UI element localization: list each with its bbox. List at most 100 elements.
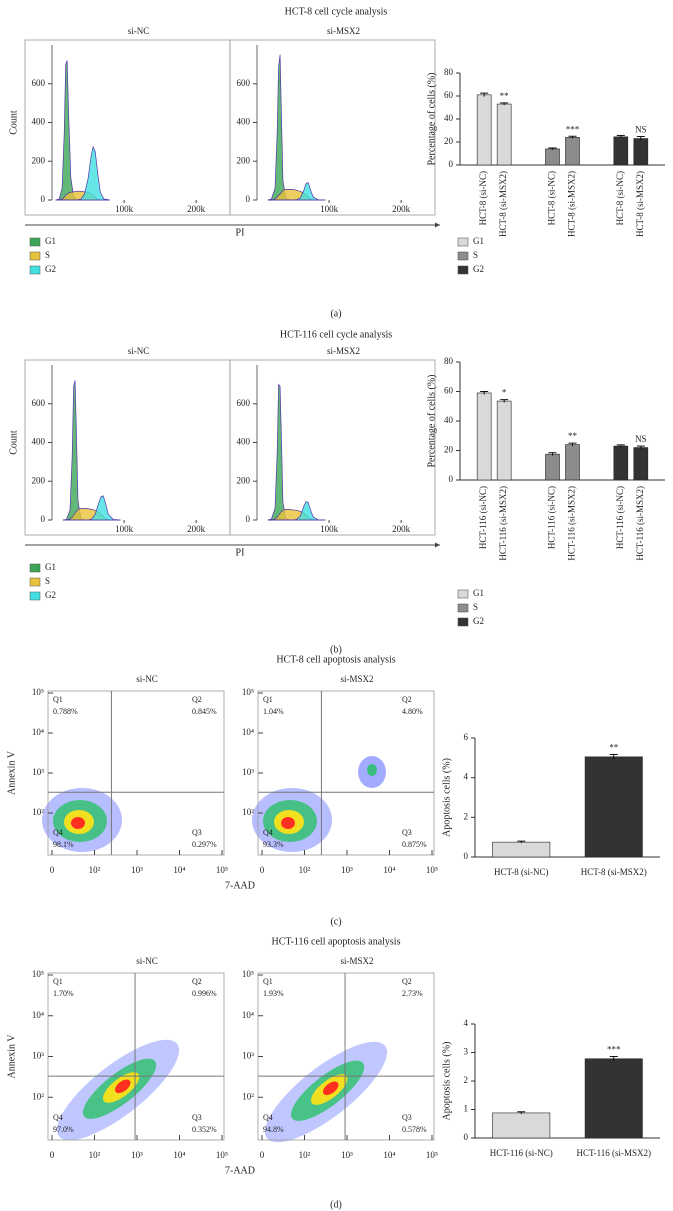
plot-title: si-NC	[128, 26, 150, 36]
y-tick-label: 10³	[32, 1051, 44, 1061]
x-tick-label: 10⁴	[173, 1150, 185, 1160]
quadrant-name: Q3	[192, 1113, 202, 1122]
quadrant-name: Q1	[263, 695, 273, 704]
y-axis-label: Apoptosis cells (%)	[441, 758, 452, 837]
plot-frame	[229, 359, 436, 536]
area-series	[267, 383, 326, 521]
legend-label: G1	[45, 562, 56, 572]
error-bar	[609, 753, 618, 760]
plot-title: si-MSX2	[327, 346, 360, 356]
y-axis-label: Count	[8, 110, 19, 135]
error-bar	[568, 442, 577, 447]
legend-swatch	[29, 577, 41, 587]
quadrant-value: 97.0%	[53, 1125, 74, 1134]
legend-label: G1	[45, 236, 56, 246]
bar	[492, 841, 551, 858]
quadrant-name: Q3	[402, 828, 412, 837]
y-tick-label: 60	[444, 90, 454, 100]
error-bar	[616, 444, 625, 448]
y-tick-label: 600	[237, 398, 251, 408]
x-tick-label: HCT-8 (si-MSX2)	[635, 171, 645, 237]
error-bar	[609, 1055, 618, 1062]
y-tick-label: 3	[464, 1047, 469, 1057]
legend-swatch	[29, 591, 41, 601]
y-tick-label: 10⁵	[242, 687, 254, 697]
bar	[613, 445, 629, 481]
y-axis-label: Count	[8, 430, 19, 455]
y-tick-label: 200	[237, 155, 251, 165]
panel-label: (c)	[330, 916, 341, 927]
legend-label: G2	[473, 264, 484, 274]
panel-title: HCT-116 cell cycle analysis	[280, 329, 392, 340]
plot-frame	[229, 39, 436, 216]
legend-swatch	[457, 617, 469, 627]
area-series	[55, 145, 110, 201]
error-bar	[500, 102, 509, 106]
y-tick-label: 10²	[32, 1091, 44, 1101]
x-axis-label: 7-AAD	[225, 880, 255, 891]
panel-label: (a)	[330, 308, 341, 319]
y-tick-label: 10⁴	[242, 1010, 254, 1020]
legend-swatch	[29, 563, 41, 573]
x-tick-label: HCT-8 (si-MSX2)	[498, 171, 508, 237]
panel-label: (d)	[330, 1199, 342, 1210]
x-tick-label: 10⁵	[216, 1150, 228, 1160]
y-tick-label: 40	[444, 113, 454, 123]
quadrant-value: 0.578%	[402, 1125, 427, 1134]
x-tick-label: 0	[50, 1150, 55, 1160]
y-tick-label: 0	[449, 159, 454, 169]
significance-label: NS	[635, 434, 647, 444]
x-tick-label: HCT-8 (si-NC)	[478, 171, 488, 225]
x-tick-label: 200k	[392, 524, 411, 534]
bar	[545, 148, 560, 166]
y-tick-label: 2	[464, 811, 469, 821]
quadrant-name: Q2	[402, 977, 412, 986]
legend-label: G2	[45, 264, 56, 274]
quadrant-value: 94.8%	[263, 1125, 284, 1134]
x-tick-label: 200k	[187, 204, 206, 214]
y-tick-label: 10²	[32, 807, 44, 817]
y-tick-label: 40	[444, 415, 454, 425]
y-tick-label: 80	[444, 67, 454, 77]
quadrant-name: Q1	[53, 977, 63, 986]
significance-label: **	[609, 743, 619, 753]
error-bar	[480, 391, 489, 395]
area-series	[55, 60, 110, 201]
bar	[496, 103, 512, 166]
density-cloud	[56, 1039, 180, 1141]
plot-title: si-NC	[128, 346, 150, 356]
bar	[545, 453, 560, 481]
legend-swatch	[457, 265, 469, 275]
bar	[476, 392, 492, 481]
quadrant-value: 2.73%	[402, 989, 423, 998]
legend-swatch	[457, 603, 469, 613]
y-tick-label: 600	[32, 78, 46, 88]
y-tick-label: 60	[444, 386, 454, 396]
y-tick-label: 4	[464, 772, 469, 782]
x-tick-label: 10³	[341, 1150, 353, 1160]
legend-label: S	[473, 250, 478, 260]
quadrant-value: 1.04%	[263, 707, 284, 716]
legend-swatch	[29, 237, 41, 247]
x-axis-label: 7-AAD	[225, 1165, 255, 1176]
quadrant-name: Q3	[402, 1113, 412, 1122]
y-tick-label: 0	[41, 194, 46, 204]
bar	[565, 444, 580, 481]
arrow-head	[435, 222, 440, 228]
x-tick-label: HCT-8 (si-NC)	[494, 867, 548, 877]
area-series	[62, 495, 121, 521]
quadrant-name: Q1	[53, 695, 63, 704]
error-bar	[480, 92, 489, 97]
y-tick-label: 2	[464, 1075, 469, 1085]
x-tick-label: 200k	[392, 204, 411, 214]
x-tick-label: 0	[260, 1150, 265, 1160]
x-tick-label: HCT-116 (si-MSX2)	[635, 486, 645, 561]
x-tick-label: HCT-8 (si-NC)	[615, 171, 625, 225]
quadrant-name: Q4	[263, 1113, 273, 1122]
y-tick-label: 200	[32, 475, 46, 485]
x-tick-label: 10³	[131, 1150, 143, 1160]
y-tick-label: 600	[32, 398, 46, 408]
y-tick-label: 400	[237, 117, 251, 127]
plot-title: si-NC	[136, 956, 158, 966]
